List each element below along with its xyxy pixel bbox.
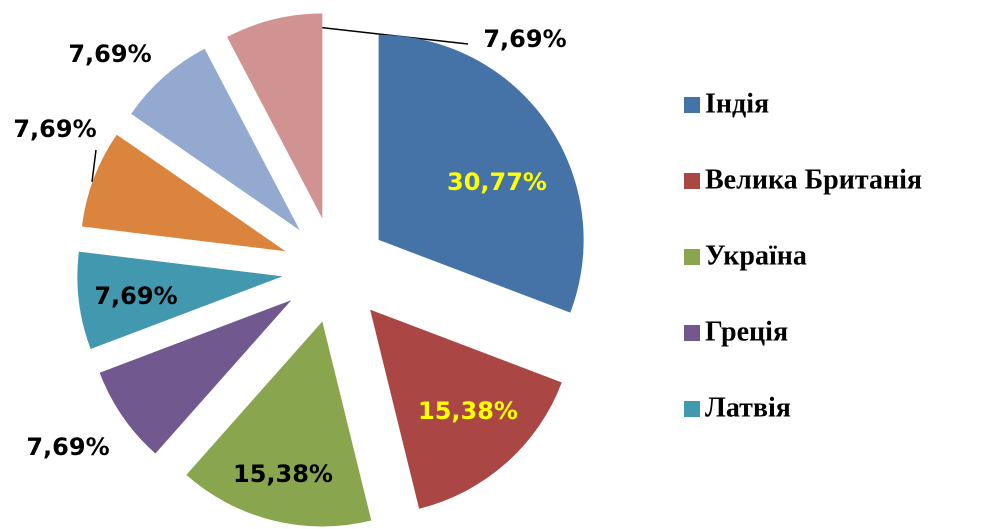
leader-line (91, 149, 97, 183)
pie-slice (81, 134, 286, 252)
legend-swatch (684, 401, 700, 417)
legend-label: Велика Британія (705, 164, 922, 195)
legend-label: Греція (705, 316, 788, 347)
legend-label: Латвія (705, 392, 791, 423)
legend-label: Індія (705, 88, 769, 119)
data-label: 7,69% (483, 25, 566, 53)
pie-slice (186, 321, 372, 527)
pie-slice (378, 34, 584, 313)
legend-swatch (684, 97, 700, 113)
data-label: 7,69% (26, 433, 109, 461)
legend-swatch (684, 325, 700, 341)
legend-label: Україна (705, 240, 807, 271)
pie-slice (227, 13, 323, 219)
data-label: 7,69% (13, 115, 96, 143)
legend-swatch (684, 249, 700, 265)
legend-swatch (684, 173, 700, 189)
pie-slice (370, 309, 562, 509)
pie-slice (77, 251, 283, 350)
pie-slice (131, 48, 300, 231)
data-label: 7,69% (68, 40, 151, 68)
data-label: 15,38% (233, 460, 333, 488)
data-label: 15,38% (418, 397, 518, 425)
pie-slice (99, 300, 292, 454)
data-label: 7,69% (94, 282, 177, 310)
data-label: 30,77% (447, 168, 547, 196)
